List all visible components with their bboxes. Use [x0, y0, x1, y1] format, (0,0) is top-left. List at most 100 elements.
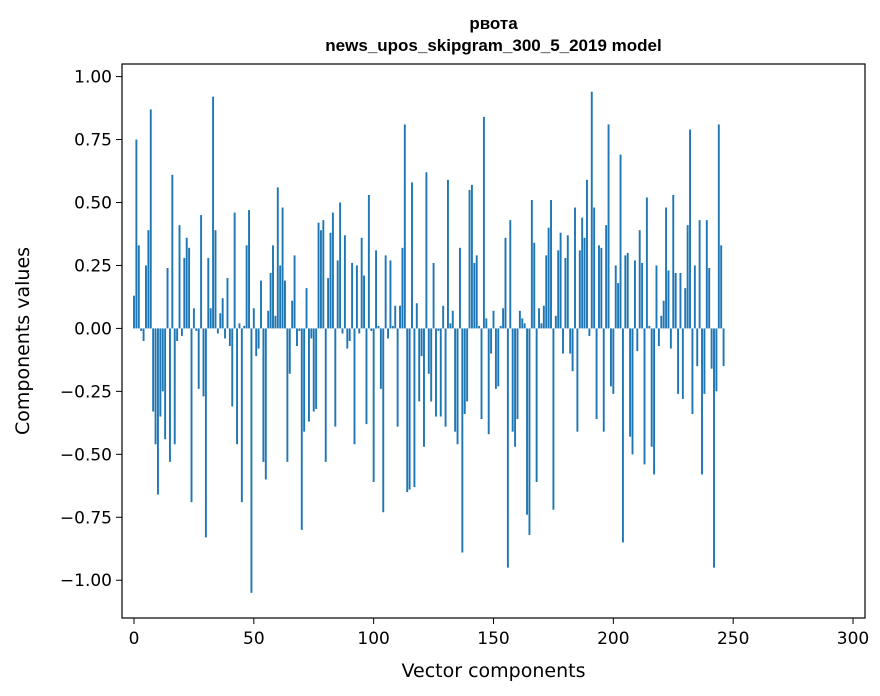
bar-component-85 [336, 260, 339, 329]
bar-component-56 [267, 310, 270, 329]
bar-component-113 [403, 124, 406, 329]
bar-component-32 [209, 308, 212, 329]
bar-component-139 [466, 328, 469, 402]
bar-component-140 [468, 189, 471, 329]
bar-component-109 [394, 305, 397, 329]
bar-component-112 [401, 247, 404, 329]
bar-component-245 [720, 245, 723, 329]
bar-component-54 [262, 328, 265, 462]
chart-title-line-1: рвота [469, 14, 518, 33]
bar-component-86 [339, 202, 342, 329]
bar-component-68 [296, 328, 298, 347]
bar-component-5 [145, 265, 147, 329]
bar-component-98 [367, 194, 370, 329]
x-tick-label: 250 [717, 629, 749, 649]
bar-component-93 [355, 265, 358, 329]
bar-component-16 [171, 174, 174, 329]
bar-component-81 [327, 278, 330, 329]
bar-component-236 [698, 220, 701, 329]
bar-component-97 [365, 328, 368, 425]
bar-component-196 [602, 328, 605, 432]
bar-component-9 [154, 328, 157, 445]
bar-component-17 [173, 328, 176, 445]
bar-component-209 [633, 260, 636, 329]
bar-component-3 [140, 328, 143, 331]
bar-component-114 [406, 328, 409, 493]
y-tick-label: −0.50 [60, 445, 112, 465]
bar-component-157 [509, 220, 512, 329]
bar-component-146 [482, 116, 485, 329]
bar-component-121 [423, 328, 425, 447]
bar-component-13 [164, 328, 167, 440]
x-tick-label: 0 [129, 629, 140, 649]
bar-component-234 [693, 265, 696, 329]
bar-component-116 [411, 182, 413, 329]
bar-component-61 [279, 265, 282, 329]
bar-component-173 [547, 227, 550, 329]
bar-component-239 [705, 220, 708, 329]
bar-component-206 [626, 252, 629, 329]
bar-component-153 [499, 325, 502, 329]
bar-component-110 [396, 328, 399, 427]
bar-component-219 [657, 328, 660, 347]
bar-component-73 [307, 328, 310, 422]
bar-component-31 [207, 257, 210, 329]
bar-component-165 [528, 328, 531, 535]
bar-component-25 [192, 308, 195, 329]
bar-component-187 [581, 217, 584, 329]
bar-component-84 [334, 328, 337, 427]
bar-component-167 [533, 242, 536, 329]
bar-component-28 [200, 215, 203, 329]
bar-component-14 [166, 267, 169, 329]
bar-component-178 [559, 232, 562, 329]
bar-component-79 [322, 220, 325, 329]
bar-component-160 [516, 328, 519, 420]
bar-component-58 [272, 245, 274, 329]
bar-component-149 [490, 328, 493, 354]
bar-component-1 [135, 139, 138, 329]
x-tick-label: 150 [477, 629, 509, 649]
bar-component-226 [674, 273, 677, 329]
bar-component-205 [624, 255, 627, 329]
bar-component-214 [645, 197, 648, 329]
y-tick-label: −1.00 [60, 571, 112, 591]
bar-component-99 [370, 328, 373, 331]
bar-component-223 [667, 270, 670, 329]
bar-component-147 [485, 318, 488, 329]
bar-component-66 [291, 300, 294, 329]
bar-component-88 [343, 235, 346, 329]
bar-component-235 [696, 328, 699, 367]
bar-component-190 [588, 328, 591, 336]
y-axis-ticks: 1.00 0.75 0.50 0.25 0.00 −0.25 −0.50 −0.75 −1.00 [60, 68, 122, 591]
bar-component-225 [672, 194, 675, 329]
plot-frame [121, 63, 866, 619]
bar-component-189 [586, 179, 588, 329]
bar-component-243 [715, 328, 718, 392]
bar-component-55 [264, 328, 267, 480]
bar-component-170 [540, 323, 543, 329]
bar-component-156 [506, 328, 509, 568]
x-tick-label: 100 [357, 629, 389, 649]
bar-component-77 [317, 222, 320, 329]
bar-component-35 [216, 328, 219, 334]
bar-component-244 [717, 124, 720, 329]
bar-component-41 [231, 328, 234, 407]
y-tick-label: −0.25 [60, 382, 112, 402]
bar-component-210 [636, 328, 639, 352]
bar-component-40 [228, 328, 231, 347]
bar-component-142 [473, 262, 476, 329]
bar-component-159 [514, 328, 517, 447]
bar-component-122 [425, 172, 428, 329]
bar-component-119 [418, 328, 421, 402]
bar-component-43 [236, 328, 239, 445]
bar-component-200 [612, 328, 615, 394]
bar-component-152 [497, 328, 500, 387]
bar-component-218 [655, 265, 658, 329]
bar-component-10 [156, 328, 159, 495]
bar-component-222 [665, 207, 668, 329]
bar-component-91 [351, 262, 354, 329]
bar-component-148 [487, 328, 490, 435]
bar-component-241 [710, 328, 713, 369]
bar-component-141 [470, 184, 473, 329]
bar-component-246 [722, 328, 725, 367]
